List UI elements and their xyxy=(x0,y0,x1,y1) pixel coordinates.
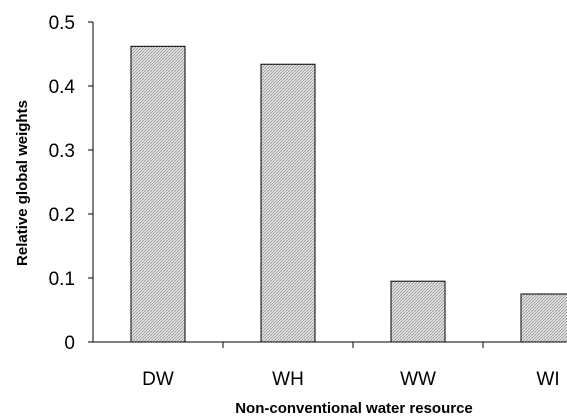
y-tick-label: 0.1 xyxy=(49,269,75,290)
y-tick-label: 0.2 xyxy=(49,205,75,226)
y-tick-label: 0.4 xyxy=(49,77,76,98)
bar-wi xyxy=(520,293,567,343)
x-axis-title: Non-conventional water resource xyxy=(235,400,473,417)
y-tick-label: 0.3 xyxy=(49,141,75,162)
x-tick-label: DW xyxy=(142,369,174,390)
bars xyxy=(130,45,567,343)
y-tick-labels: 0 0.1 0.2 0.3 0.4 0.5 xyxy=(49,13,76,354)
x-tick-label: WH xyxy=(272,369,304,390)
bar-wh xyxy=(260,63,316,343)
x-tick-label: WI xyxy=(536,369,559,390)
y-axis-title: Relative global weights xyxy=(14,100,31,266)
bar-ww xyxy=(390,280,446,343)
y-tick-label: 0 xyxy=(64,333,75,354)
x-tick-label: WW xyxy=(400,369,436,390)
x-tick-labels: DW WH WW WI xyxy=(142,369,559,390)
bar-dw xyxy=(130,45,186,343)
y-tick-label: 0.5 xyxy=(49,13,75,34)
